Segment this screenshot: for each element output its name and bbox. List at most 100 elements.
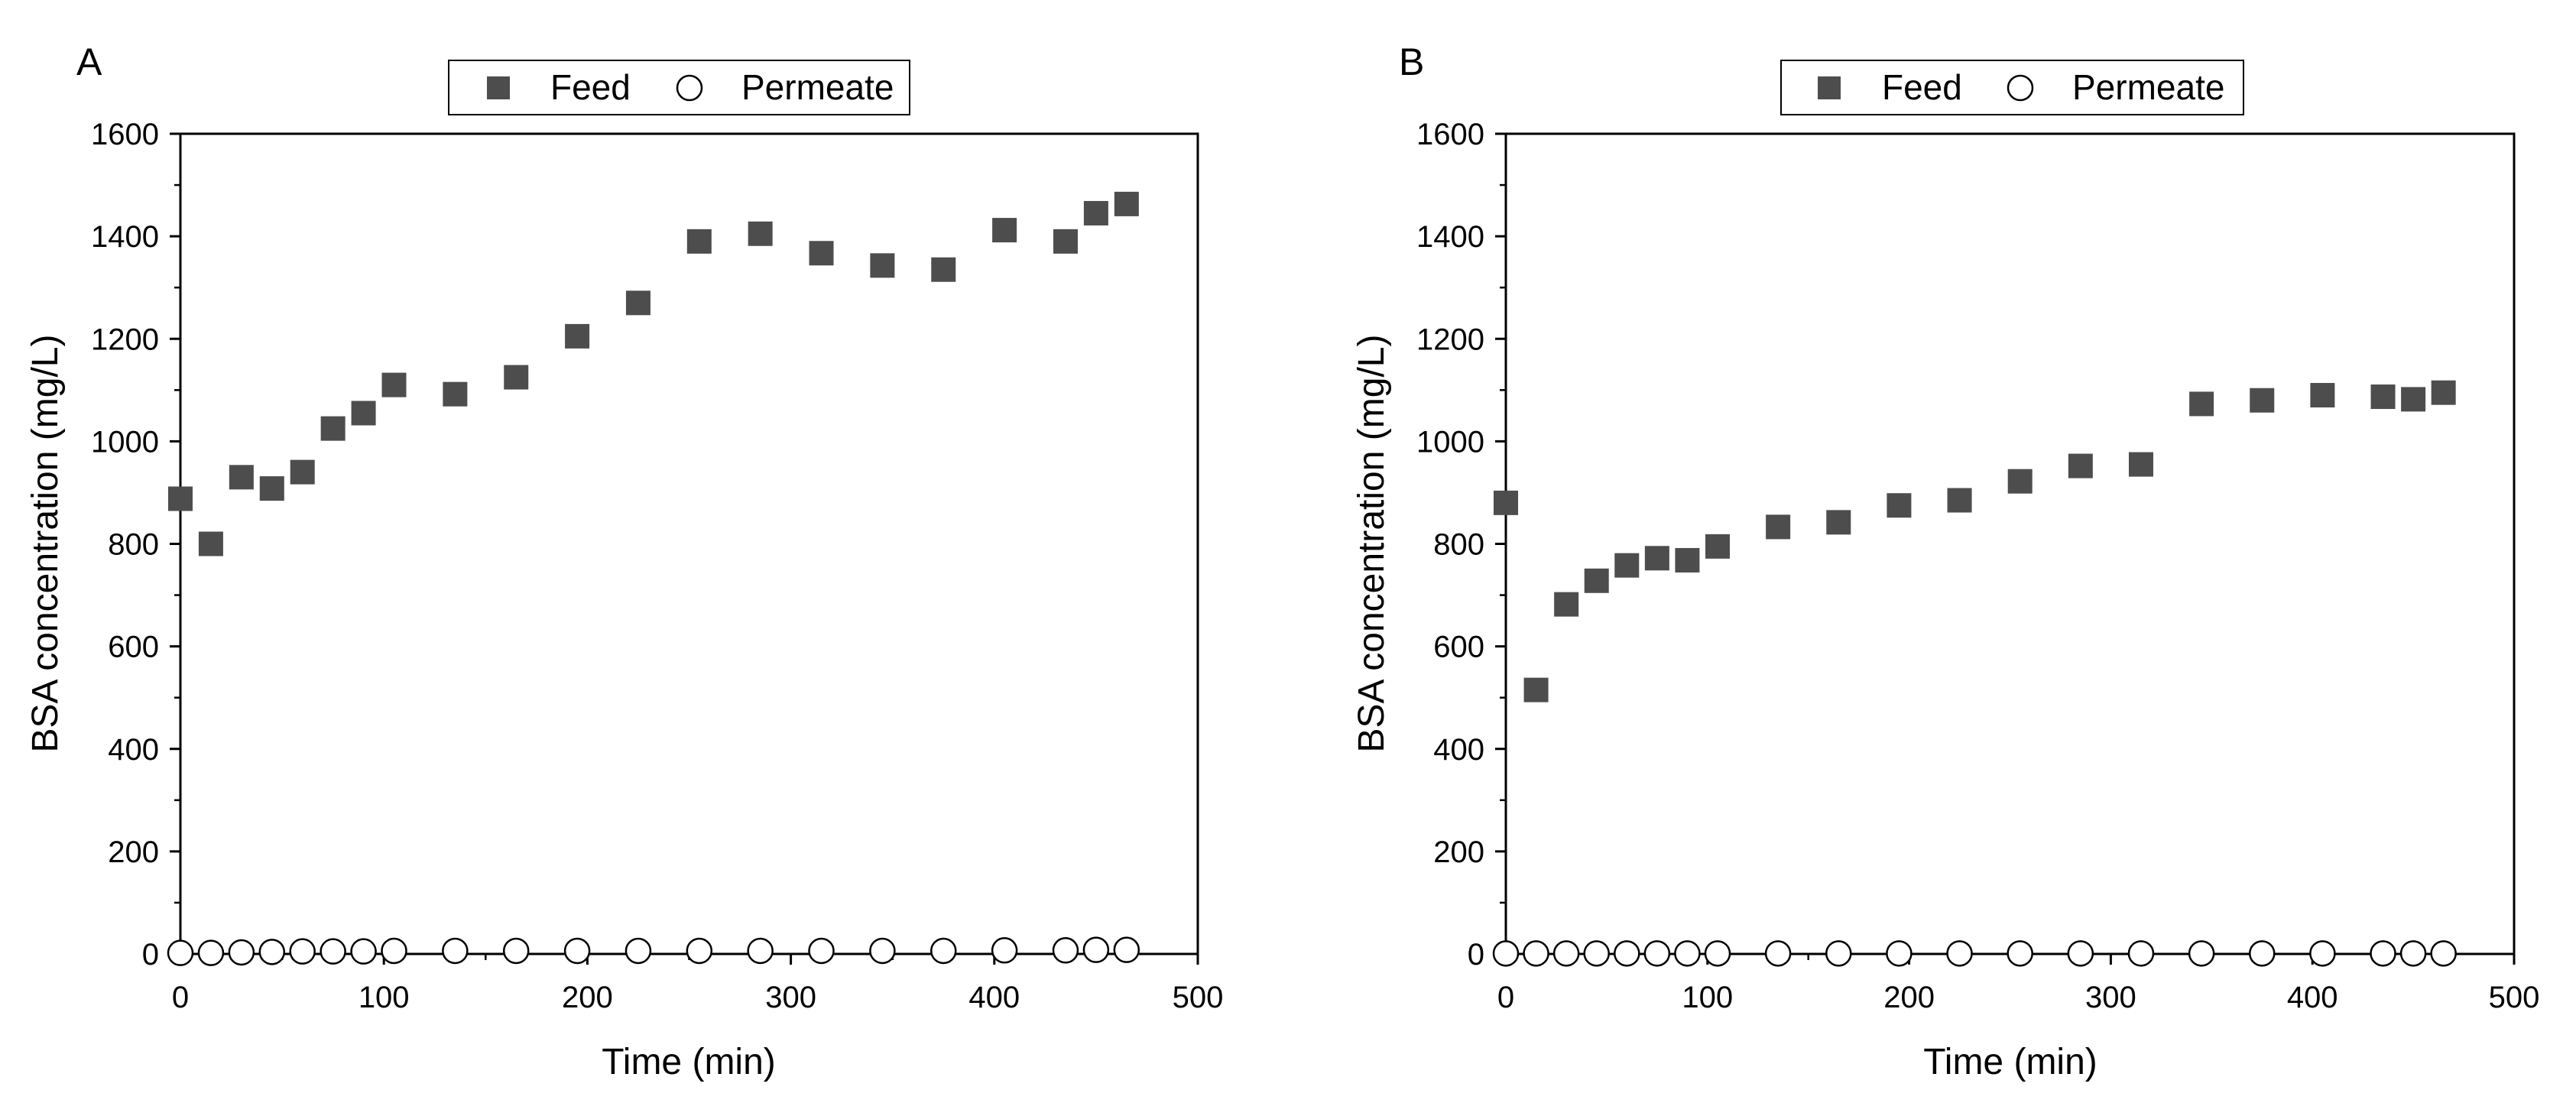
permeate-point [2127, 940, 2155, 967]
panel-a: A Feed Permeate 0 100 200 300 400 500 0 200 400 6… [25, 41, 1223, 1082]
tick-labels: 0 100 200 300 400 500 0 200 400 600 800 1000 1200 140… [91, 118, 1223, 1014]
feed-point [565, 323, 590, 349]
permeate-point [1614, 940, 1640, 967]
feed-point [1766, 514, 1791, 540]
permeate-point [2399, 940, 2427, 967]
series-feed [1494, 380, 2456, 702]
feed-point [504, 365, 529, 390]
feed-point [229, 465, 254, 490]
legend-feed-label: Feed [1882, 67, 1962, 107]
x-tick-label: 100 [358, 981, 410, 1014]
tick-labels: 0 100 200 300 400 500 0 200 400 600 800 1000 1200 140… [1416, 118, 2539, 1014]
feed-point [320, 416, 346, 441]
feed-point [2007, 469, 2033, 494]
feed-point [1614, 553, 1640, 578]
permeate-point [1052, 937, 1079, 964]
feed-point [686, 229, 712, 254]
permeate-point [197, 939, 225, 966]
feed-point [2189, 391, 2214, 417]
feed-point [870, 253, 895, 278]
y-tick-label: 1200 [91, 323, 159, 356]
y-tick-label: 800 [1433, 528, 1484, 562]
tick-marks [170, 132, 1199, 965]
x-tick-label: 400 [2287, 981, 2338, 1014]
feed-point [2250, 388, 2275, 413]
permeate-point [1643, 940, 1671, 967]
permeate-point [1523, 940, 1549, 967]
feed-point [1644, 546, 1669, 571]
y-tick-label: 1400 [1416, 220, 1484, 254]
y-tick-label: 1200 [1416, 323, 1484, 356]
x-tick-label: 500 [2489, 981, 2540, 1014]
permeate-point [228, 939, 255, 966]
feed-point [1705, 534, 1730, 559]
feed-point [198, 531, 223, 556]
feed-point [443, 381, 468, 407]
feed-point [1523, 677, 1549, 702]
permeate-point [2430, 940, 2457, 967]
y-tick-label: 600 [1433, 631, 1484, 664]
legend-permeate-label: Permeate [741, 67, 894, 107]
x-tick-label: 0 [172, 981, 189, 1014]
feed-point [290, 459, 315, 485]
panel-b: B Feed Permeate 0 100 200 300 400 500 0 200 400 6… [1351, 41, 2539, 1082]
permeate-point [2370, 940, 2396, 967]
y-tick-label: 400 [1433, 733, 1484, 767]
y-tick-label: 400 [108, 733, 159, 767]
y-tick-label: 1600 [91, 118, 159, 151]
permeate-point [381, 937, 407, 965]
feed-point [1114, 191, 1139, 216]
y-tick-label: 1600 [1416, 118, 1484, 151]
feed-point [351, 401, 376, 426]
y-axis-title: BSA concentration (mg/L) [1351, 335, 1392, 753]
permeate-point [686, 937, 713, 965]
permeate-point [2249, 940, 2276, 967]
permeate-point [167, 939, 194, 966]
x-tick-label: 200 [1883, 981, 1935, 1014]
y-tick-label: 0 [1468, 938, 1484, 972]
permeate-point [2007, 940, 2033, 967]
x-tick-label: 500 [1173, 981, 1224, 1014]
series-feed [168, 191, 1139, 556]
feed-point [1083, 200, 1108, 225]
permeate-point [289, 938, 316, 965]
panel-label: A [76, 41, 102, 83]
permeate-point [442, 937, 469, 965]
permeate-point [2188, 940, 2215, 967]
legend: Feed Permeate [1780, 60, 2244, 115]
permeate-point [563, 937, 591, 965]
y-tick-label: 1400 [91, 220, 159, 254]
feed-point [1887, 493, 1912, 518]
permeate-point [747, 937, 774, 965]
permeate-point [991, 937, 1018, 964]
feed-point [1675, 547, 1700, 573]
y-axis-title: BSA concentration (mg/L) [25, 335, 66, 753]
feed-point [1584, 568, 1609, 593]
y-tick-label: 1000 [1416, 425, 1484, 459]
feed-point [1554, 592, 1579, 617]
legend-permeate-label: Permeate [2072, 67, 2224, 107]
x-tick-label: 100 [1682, 981, 1733, 1014]
permeate-point [1552, 940, 1580, 967]
feed-point [2128, 452, 2153, 477]
permeate-point [1674, 940, 1701, 967]
permeate-point [1825, 940, 1852, 967]
feed-point [2401, 387, 2426, 412]
x-tick-label: 400 [968, 981, 1020, 1014]
x-axis-title: Time (min) [1923, 1042, 2097, 1082]
feed-point [2068, 453, 2093, 479]
permeate-point [2309, 940, 2336, 967]
permeate-point [1492, 940, 1520, 967]
feed-point [931, 257, 956, 282]
x-tick-label: 0 [1497, 981, 1514, 1014]
x-tick-label: 200 [562, 981, 613, 1014]
permeate-point [2067, 940, 2094, 967]
permeate-point [1886, 940, 1913, 967]
feed-point [1947, 488, 1972, 513]
y-tick-label: 600 [108, 631, 159, 664]
permeate-point [1082, 936, 1110, 963]
feed-point [992, 218, 1017, 243]
permeate-point [1946, 940, 1973, 967]
plot-frame [179, 132, 1199, 955]
